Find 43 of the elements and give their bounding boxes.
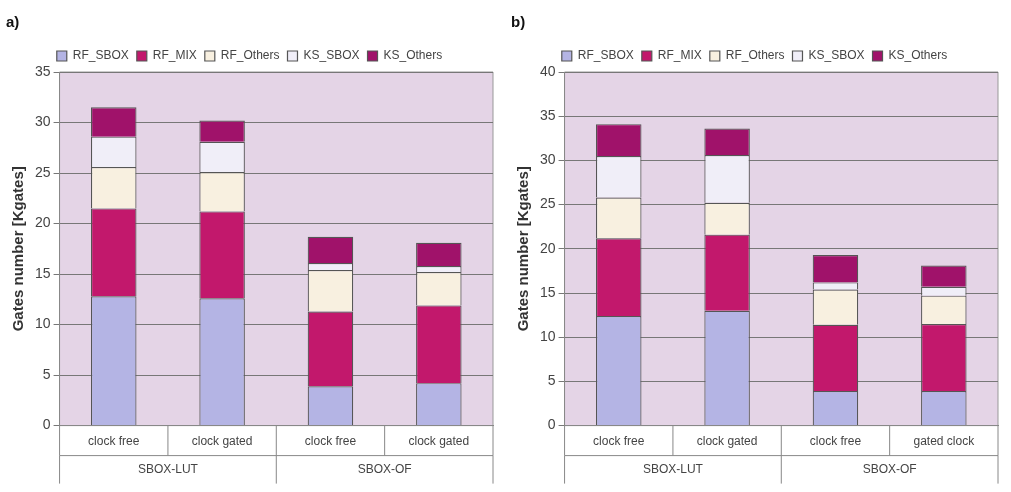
y-tick-label: 35 [34,62,51,79]
y-tick-label: 25 [539,195,556,212]
legend-label: RF_MIX [152,48,197,63]
y-axis-title: Gates number [Kgates] [514,166,532,332]
legend-label: KS_Others [888,48,948,63]
text: SBOX-LUT [137,461,199,476]
x-tick-label: clock gated [408,434,470,449]
legend-label: KS_Others [383,48,443,63]
legend-label: RF_SBOX [72,48,129,63]
y-tick-label: 30 [539,151,556,168]
y-tick-label: 0 [547,416,556,433]
y-tick-label: 5 [42,365,51,382]
y-tick-label: 35 [539,107,556,124]
y-tick-label: 30 [34,113,51,130]
text: SBOX-OF [357,461,412,476]
y-tick-label: 10 [34,315,51,332]
chart-title: a) [6,13,20,31]
x-tick-label: clock gated [696,434,758,449]
y-tick-label: 0 [42,416,51,433]
y-tick-label: 15 [539,283,556,300]
y-tick-label: 10 [539,328,556,345]
x-tick-label: clock gated [191,434,253,449]
legend-label: KS_SBOX [303,48,360,63]
x-tick-label: clock free [593,434,645,449]
y-tick-label: 15 [34,264,51,281]
x-tick-label: gated clock [913,434,976,449]
y-tick-label: 20 [34,214,51,231]
legend-label: RF_Others [725,48,785,63]
y-axis-title: Gates number [Kgates] [9,166,27,332]
y-tick-label: 40 [539,62,556,79]
y-tick-label: 20 [539,239,556,256]
x-tick-label: clock free [809,434,862,449]
y-tick-label: 25 [34,163,51,180]
text: SBOX-LUT [642,461,704,476]
text: SBOX-OF [862,461,917,476]
legend-label: RF_MIX [657,48,702,63]
legend-label: KS_SBOX [808,48,865,63]
chart-title: b) [511,13,526,31]
legend-label: RF_SBOX [577,48,634,63]
y-tick-label: 5 [547,372,556,389]
x-tick-label: clock free [88,434,140,449]
x-tick-label: clock free [304,434,357,449]
legend-label: RF_Others [220,48,280,63]
